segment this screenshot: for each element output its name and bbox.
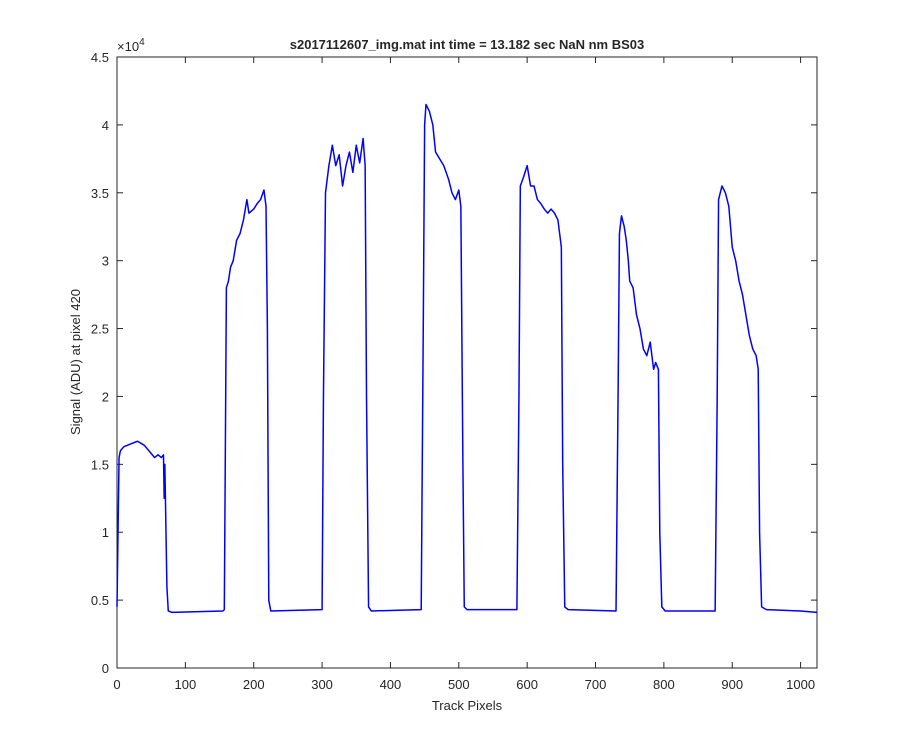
- x-tick-label: 400: [380, 677, 402, 692]
- x-tick-label: 800: [653, 677, 675, 692]
- y-tick-label: 3: [102, 254, 109, 269]
- y-tick-label: 2: [102, 389, 109, 404]
- y-axis-label: Signal (ADU) at pixel 420: [68, 289, 83, 435]
- x-axis-label: Track Pixels: [432, 698, 503, 713]
- x-tick-label: 500: [448, 677, 470, 692]
- y-tick-label: 0.5: [91, 593, 109, 608]
- data-line: [116, 103, 818, 614]
- x-tick-label: 700: [585, 677, 607, 692]
- y-exponent-base: ×10: [117, 39, 139, 54]
- x-tick-label: 100: [175, 677, 197, 692]
- x-tick-label: 900: [721, 677, 743, 692]
- chart-title: s2017112607_img.mat int time = 13.182 se…: [290, 37, 644, 52]
- y-tick-label: 1: [102, 525, 109, 540]
- x-tick-label: 0: [113, 677, 120, 692]
- plot-frame: [116, 56, 818, 669]
- y-tick-label: 1.5: [91, 457, 109, 472]
- x-tick-label: 1000: [786, 677, 815, 692]
- y-exponent: ×104: [117, 37, 145, 54]
- y-tick-label: 0: [102, 661, 109, 676]
- x-tick-label: 200: [243, 677, 265, 692]
- y-tick-label: 4: [102, 118, 109, 133]
- y-exponent-power: 4: [139, 37, 145, 48]
- y-tick-label: 4.5: [91, 50, 109, 65]
- x-tick-label: 600: [516, 677, 538, 692]
- y-tick-label: 2.5: [91, 322, 109, 337]
- x-tick-label: 300: [311, 677, 333, 692]
- y-tick-label: 3.5: [91, 186, 109, 201]
